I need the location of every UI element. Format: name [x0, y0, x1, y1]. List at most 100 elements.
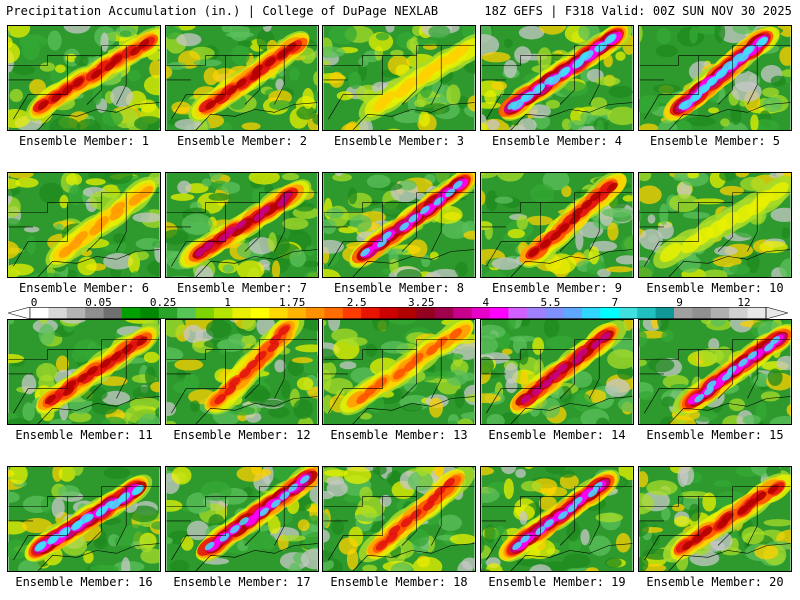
ensemble-member-label: Ensemble Member: 10	[646, 281, 784, 295]
colorbar-tick-label: 7	[611, 296, 619, 309]
colorbar-tick-label: 1.75	[278, 296, 306, 309]
colorbar-swatch	[232, 307, 252, 319]
precip-map	[323, 467, 475, 571]
page-title: Precipitation Accumulation (in.) | Colle…	[6, 4, 439, 18]
ensemble-member-label: Ensemble Member: 8	[333, 281, 465, 295]
colorbar-tick-label: 4	[482, 296, 490, 309]
ensemble-member-label: Ensemble Member: 15	[646, 428, 784, 442]
precip-map	[8, 173, 160, 277]
ensemble-map-panel	[322, 172, 476, 278]
colorbar-swatch	[85, 307, 104, 319]
colorbar-swatch	[250, 307, 270, 319]
precip-map	[639, 320, 791, 424]
ensemble-map-panel	[165, 466, 319, 572]
ensemble-member-label: Ensemble Member: 1	[18, 134, 150, 148]
colorbar-swatch	[637, 307, 656, 319]
ensemble-map-panel	[638, 25, 792, 131]
colorbar-swatch	[453, 307, 472, 319]
precip-map	[166, 467, 318, 571]
colorbar-swatch	[66, 307, 86, 319]
ensemble-map-panel	[480, 172, 634, 278]
precip-map	[323, 26, 475, 130]
ensemble-map-panel	[165, 172, 319, 278]
colorbar-swatch	[214, 307, 233, 319]
colorbar-swatch	[48, 307, 68, 319]
colorbar-tick-label: 0.05	[85, 296, 112, 309]
precip-map	[481, 26, 633, 130]
precip-map	[481, 320, 633, 424]
ensemble-map-panel	[322, 25, 476, 131]
precip-map	[639, 467, 791, 571]
colorbar-swatch	[122, 307, 141, 319]
colorbar-swatch	[177, 307, 196, 319]
colorbar-swatch	[729, 307, 748, 319]
ensemble-member-label: Ensemble Member: 14	[488, 428, 626, 442]
colorbar-swatch	[306, 307, 325, 319]
ensemble-map-panel	[7, 25, 161, 131]
ensemble-member-label: Ensemble Member: 17	[173, 575, 311, 589]
ensemble-member-label: Ensemble Member: 6	[18, 281, 150, 295]
colorbar-tick-label: 5.5	[540, 296, 561, 309]
precip-map	[323, 173, 475, 277]
ensemble-map-panel	[638, 319, 792, 425]
ensemble-map-panel	[638, 172, 792, 278]
precip-map	[481, 173, 633, 277]
colorbar-swatch	[747, 307, 767, 319]
ensemble-map-panel	[7, 466, 161, 572]
colorbar-tick-label: 0.25	[149, 296, 177, 309]
ensemble-map-panel	[322, 466, 476, 572]
ensemble-map-panel	[7, 172, 161, 278]
ensemble-member-label: Ensemble Member: 7	[176, 281, 308, 295]
colorbar-tick-label: 3.25	[408, 296, 435, 309]
colorbar-swatch	[545, 307, 564, 319]
ensemble-member-label: Ensemble Member: 20	[646, 575, 784, 589]
ensemble-map-panel	[480, 466, 634, 572]
colorbar-swatch	[361, 307, 380, 319]
colorbar-swatch	[158, 307, 178, 319]
colorbar-right-arrow	[765, 307, 788, 319]
colorbar-tick-label: 9	[676, 296, 683, 309]
ensemble-map-panel	[480, 25, 634, 131]
ensemble-member-label: Ensemble Member: 9	[491, 281, 623, 295]
colorbar-swatch	[490, 307, 509, 319]
colorbar-swatch	[140, 307, 160, 319]
colorbar-swatch	[655, 307, 675, 319]
colorbar-swatch	[398, 307, 417, 319]
colorbar-swatch	[508, 307, 528, 319]
precip-map	[323, 320, 475, 424]
ensemble-map-panel	[165, 25, 319, 131]
precip-map	[8, 320, 160, 424]
ensemble-map-panel	[322, 319, 476, 425]
ensemble-map-panel	[480, 319, 634, 425]
colorbar-tick-label: 12	[737, 296, 751, 309]
ensemble-member-label: Ensemble Member: 18	[330, 575, 468, 589]
colorbar-swatch	[324, 307, 344, 319]
precip-map	[639, 26, 791, 130]
run-info: 18Z GEFS | F318 Valid: 00Z SUN NOV 30 20…	[484, 4, 792, 18]
colorbar-swatch	[269, 307, 288, 319]
colorbar-swatch	[342, 307, 362, 319]
colorbar-swatch	[30, 307, 49, 319]
colorbar-swatch	[710, 307, 730, 319]
ensemble-member-label: Ensemble Member: 4	[491, 134, 623, 148]
colorbar-swatch	[618, 307, 638, 319]
colorbar-swatch	[434, 307, 454, 319]
ensemble-map-panel	[638, 466, 792, 572]
ensemble-member-label: Ensemble Member: 2	[176, 134, 308, 148]
precip-map	[639, 173, 791, 277]
colorbar-swatch	[103, 307, 123, 319]
precip-map	[481, 467, 633, 571]
ensemble-member-label: Ensemble Member: 19	[488, 575, 626, 589]
colorbar-tick-label: 0	[30, 296, 38, 309]
colorbar-swatch	[287, 307, 307, 319]
colorbar-swatch	[471, 307, 491, 319]
ensemble-member-label: Ensemble Member: 13	[330, 428, 468, 442]
colorbar-tick-label: 1	[224, 296, 231, 309]
colorbar	[8, 307, 788, 319]
ensemble-map-panel	[165, 319, 319, 425]
ensemble-member-label: Ensemble Member: 12	[173, 428, 311, 442]
colorbar-swatch	[416, 307, 436, 319]
colorbar-graphic	[8, 307, 788, 319]
colorbar-swatch	[526, 307, 546, 319]
precip-map	[8, 26, 160, 130]
